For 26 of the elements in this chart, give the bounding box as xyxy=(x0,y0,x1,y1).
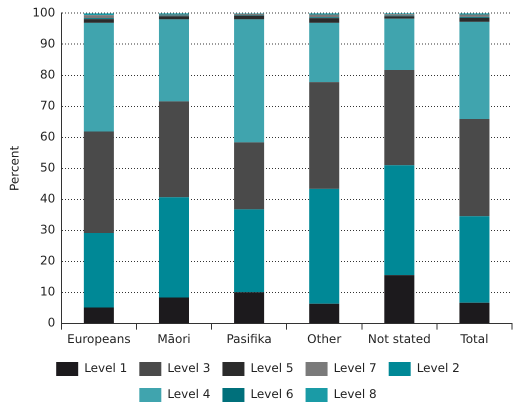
x-tick-label: Total xyxy=(459,332,488,346)
x-tick-label: Other xyxy=(307,332,342,346)
legend-label: Level 5 xyxy=(250,361,294,376)
legend-label: Level 7 xyxy=(334,361,377,376)
y-tick-label: 90 xyxy=(40,36,56,50)
x-tick-label: Māori xyxy=(157,332,191,346)
y-tick-label: 100 xyxy=(32,5,56,20)
y-tick-label: 20 xyxy=(40,254,56,268)
y-tick-label: 80 xyxy=(40,67,56,82)
legend-label: Level 3 xyxy=(167,361,210,376)
y-tick-label: 40 xyxy=(40,192,56,206)
x-tick-label: Not stated xyxy=(368,332,431,346)
legend-label: Level 6 xyxy=(250,387,294,402)
y-tick-label: 60 xyxy=(40,129,56,144)
legend-label: Level 4 xyxy=(167,387,210,402)
y-tick-label: 30 xyxy=(40,222,56,237)
x-tick-label: Pasifika xyxy=(226,332,272,346)
y-axis-title: Percent xyxy=(7,146,22,191)
y-tick-label: 10 xyxy=(40,284,56,299)
legend-label: Level 1 xyxy=(84,361,128,376)
x-tick-label: Europeans xyxy=(67,332,131,346)
y-tick-label: 70 xyxy=(40,98,56,112)
legend-label: Level 8 xyxy=(334,387,377,402)
legend-label: Level 2 xyxy=(416,361,460,376)
y-tick-label: 0 xyxy=(48,316,56,330)
y-tick-label: 50 xyxy=(40,160,56,175)
